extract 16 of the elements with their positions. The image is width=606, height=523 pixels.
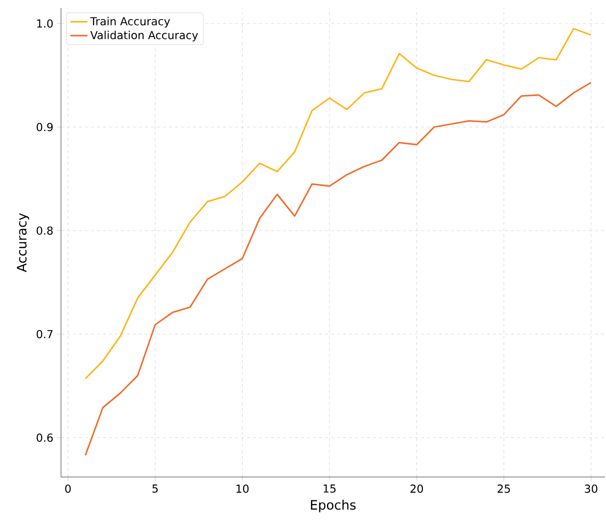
x-tick-label: 5 (152, 484, 158, 493)
legend-label: Validation Accuracy (90, 30, 198, 42)
x-tick-label: 30 (584, 484, 598, 493)
x-tick-label: 0 (65, 484, 71, 493)
legend-label: Train Accuracy (90, 16, 170, 28)
x-tick-label: 20 (410, 484, 423, 493)
x-tick-label: 25 (498, 484, 510, 493)
y-tick-label: 0.6 (36, 434, 53, 442)
x-tick-label: 15 (324, 484, 336, 493)
y-tick-label: 0.7 (36, 330, 53, 338)
y-tick-label: 0.8 (36, 226, 53, 235)
y-tick-label: 0.9 (36, 122, 53, 132)
y-axis-title: Accuracy (16, 213, 30, 272)
x-tick-label: 10 (236, 484, 249, 493)
y-tick-label: 1.0 (37, 19, 53, 28)
x-axis-title: Epochs (310, 500, 356, 512)
